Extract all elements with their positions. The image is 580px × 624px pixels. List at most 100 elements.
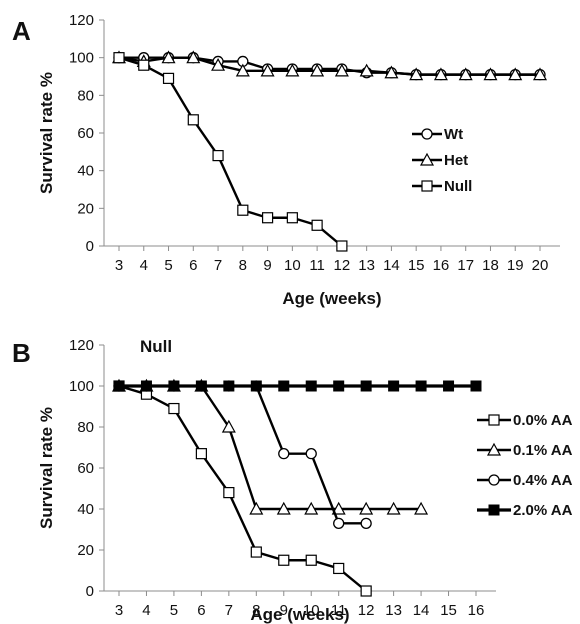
- panel-b-series-2-0-aa-point: [140, 380, 152, 392]
- panel-b-series-2-0-aa-point: [223, 380, 235, 392]
- panel-b-series-2-0-aa-point: [470, 380, 482, 392]
- panel-a-series-het-point: [186, 50, 201, 64]
- panel-b-series-2-0-aa-point: [443, 380, 455, 392]
- panel-b-series-2-0-aa-point: [195, 380, 207, 392]
- panel-a-series-het-point: [310, 63, 325, 77]
- panel-b-title: Null: [140, 337, 172, 356]
- panel-b-series-0-0-aa-line: [118, 384, 367, 592]
- panel-a-series-null-line: [118, 56, 343, 247]
- panel-a-series-null-point: [261, 212, 274, 224]
- panel-a-x-tick-label: 13: [358, 257, 375, 274]
- panel-b-series-0-0-aa-point: [223, 487, 235, 499]
- panel-a-series-null-point: [311, 219, 323, 231]
- panel-b-y-tick-label: 40: [77, 501, 94, 518]
- panel-a-x-tick-label: 8: [239, 257, 247, 274]
- panel-a-x-tick-label: 19: [507, 257, 524, 274]
- panel-a-series-het-point: [235, 63, 250, 77]
- panel-a-series-het-line: [118, 56, 540, 76]
- panel-a-series-null-point: [212, 150, 224, 162]
- panel-b-series-0-1-aa-point: [221, 419, 236, 433]
- panel-b-x-tick-label: 8: [252, 602, 260, 619]
- panel-b-letter: B: [12, 338, 31, 368]
- panel-a-x-tick-label: 14: [383, 257, 400, 274]
- panel-a-series-het-point: [458, 67, 473, 81]
- panel-a-legend-null-label: Null: [444, 178, 472, 195]
- panel-a-y-axis-label: Survival rate %: [37, 72, 56, 194]
- panel-a-series-het-point: [359, 63, 374, 77]
- panel-b-series-0-0-aa-point: [278, 554, 290, 566]
- panel-a-y-tick-label: 0: [86, 238, 94, 255]
- panel-a-x-tick-label: 17: [457, 257, 474, 274]
- panel-b-y-tick-label: 120: [69, 337, 94, 354]
- panel-b-series-0-4-aa-point: [333, 517, 345, 529]
- panel-b-series-0-0-aa-point: [360, 585, 372, 597]
- panel-b-legend-0-0-aa-marker: [488, 414, 500, 426]
- panel-b-series-2-0-aa-point: [250, 380, 262, 392]
- panel-b-series-0-0-aa-point: [250, 546, 262, 558]
- panel-a-x-tick-label: 11: [309, 257, 325, 274]
- panel-b-x-tick-label: 14: [413, 602, 430, 619]
- panel-b-legend-0-4-aa-marker: [488, 474, 500, 486]
- panel-b-legend-0-4-aa-label: 0.4% AA: [513, 472, 573, 489]
- panel-b-series-0-4-aa-point: [305, 447, 317, 460]
- panel-a-x-tick-label: 10: [284, 257, 301, 274]
- panel-a-series-het-point: [334, 63, 349, 77]
- panel-a-x-tick-label: 18: [482, 257, 499, 274]
- panel-a-x-tick-label: 5: [164, 257, 172, 274]
- panel-a-series-het-point: [409, 67, 424, 81]
- panel-b-series-2-0-aa-point: [305, 380, 317, 392]
- panel-a-legend-het-label: Het: [444, 152, 468, 169]
- panel-a-x-tick-label: 4: [140, 257, 148, 274]
- panel-a-legend-wt-marker: [421, 128, 433, 140]
- panel-b-x-tick-label: 16: [468, 602, 485, 619]
- panel-b-series-0-4-aa-point: [360, 517, 372, 529]
- panel-a-series-null-point: [336, 240, 348, 252]
- panel-b-series-0-0-aa-point: [195, 448, 207, 460]
- panel-a-x-tick-label: 6: [189, 257, 197, 274]
- panel-b-series-0-1-aa-point: [386, 501, 401, 515]
- panel-b-x-tick-label: 13: [385, 602, 402, 619]
- panel-b-legend-2-0-aa-label: 2.0% AA: [513, 502, 573, 519]
- panel-b-y-axis-label: Survival rate %: [37, 407, 56, 529]
- panel-a-x-tick-label: 3: [115, 257, 123, 274]
- panel-a-series-het-point: [260, 63, 275, 77]
- panel-b-series-0-1-aa-point: [276, 501, 291, 515]
- panel-a-y-tick-label: 120: [69, 12, 94, 29]
- panel-b-x-tick-label: 10: [303, 602, 320, 619]
- panel-b-x-tick-label: 6: [197, 602, 205, 619]
- panel-a-x-tick-label: 12: [334, 257, 351, 274]
- panel-b-series-0-4-aa-line: [119, 384, 367, 525]
- panel-b-y-tick-label: 60: [77, 460, 94, 477]
- panel-b-y-tick-label: 80: [77, 419, 94, 436]
- panel-b-series-0-1-aa-point: [359, 501, 374, 515]
- panel-a-series-wt-line: [119, 56, 540, 76]
- panel-b-series-0-4-aa-point: [278, 447, 290, 460]
- panel-a-legend-null-marker: [421, 180, 433, 192]
- panel-a-x-axis-label: Age (weeks): [282, 289, 381, 308]
- panel-b-series-2-0-aa-point: [333, 380, 345, 392]
- panel-a-series-het-point: [433, 67, 448, 81]
- panel-a-y-tick-label: 40: [77, 163, 94, 180]
- panel-a-series-het-point: [161, 50, 176, 64]
- panel-a-letter: A: [12, 16, 31, 46]
- panel-a-x-tick-label: 16: [433, 257, 450, 274]
- panel-b-legend-0-0-aa-label: 0.0% AA: [513, 412, 573, 429]
- panel-a-legend-het-marker: [419, 152, 435, 166]
- panel-a-series-het-point: [211, 57, 226, 71]
- panel-b-series-2-0-aa-point: [168, 380, 180, 392]
- panel-b-series-2-0-aa-point: [113, 380, 125, 392]
- panel-b-series-0-0-aa-point: [305, 554, 317, 566]
- panel-a-series-null-point: [187, 114, 199, 126]
- panel-b-series-2-0-aa-point: [415, 380, 427, 392]
- panel-a-series-het-point: [483, 67, 498, 81]
- panel-b-legend-0-1-aa-marker: [486, 442, 502, 456]
- panel-a-series-het-point: [532, 67, 548, 81]
- panel-a-series-het-point: [384, 65, 399, 79]
- panel-a-y-tick-label: 20: [77, 200, 94, 217]
- panel-b-x-tick-label: 5: [170, 602, 178, 619]
- panel-a-series-null-point: [113, 52, 125, 64]
- panel-b-series-0-1-aa-point: [249, 501, 264, 515]
- panel-b-y-tick-label: 20: [77, 542, 94, 559]
- panel-b-series-0-0-aa-point: [333, 562, 345, 575]
